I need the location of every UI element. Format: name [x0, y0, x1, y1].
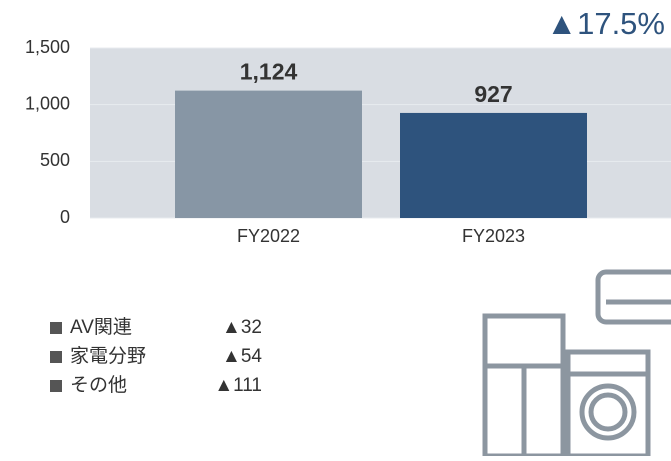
value-label: 927	[474, 81, 512, 107]
breakdown-name: 家電分野	[70, 345, 146, 367]
bar	[400, 112, 587, 218]
appliance-icons	[482, 269, 671, 459]
value-label: 1,124	[240, 59, 298, 85]
y-tick-label: 500	[40, 150, 70, 170]
breakdown-value: ▲111	[214, 375, 262, 396]
breakdown-name: AV関連	[70, 316, 132, 338]
y-tick-label: 1,000	[25, 93, 70, 113]
breakdown-marker	[50, 380, 62, 392]
y-tick-label: 1,500	[25, 37, 70, 57]
change-annotation: ▲17.5%	[546, 6, 665, 41]
washer-door	[579, 383, 637, 441]
x-tick-label: FY2022	[237, 226, 300, 246]
x-tick-label: FY2023	[462, 226, 525, 246]
breakdown-value: ▲32	[222, 317, 262, 338]
breakdown-name: その他	[70, 374, 127, 396]
bar	[175, 90, 362, 218]
breakdown-marker	[50, 322, 62, 334]
breakdown-value: ▲54	[222, 346, 262, 367]
breakdown-marker	[50, 351, 62, 363]
washer-door-inner	[588, 392, 628, 432]
y-tick-label: 0	[60, 207, 70, 227]
air-conditioner-icon	[595, 269, 671, 325]
